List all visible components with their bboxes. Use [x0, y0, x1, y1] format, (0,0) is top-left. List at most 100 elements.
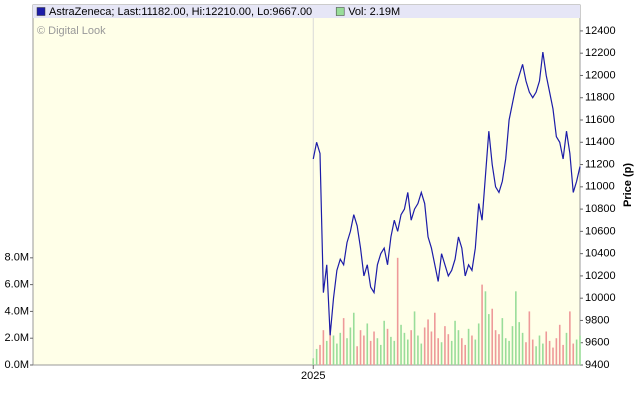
volume-bar — [501, 318, 504, 365]
volume-bar — [379, 344, 382, 365]
volume-bar — [403, 332, 406, 365]
volume-bar — [579, 335, 581, 365]
y-tick-label: 4.0M — [5, 305, 29, 317]
volume-bar — [531, 339, 534, 365]
volume-bar — [535, 346, 537, 365]
volume-bar — [565, 332, 568, 365]
volume-bar — [325, 340, 328, 365]
y2-tick-label: 11600 — [585, 114, 615, 126]
volume-bar — [349, 327, 352, 365]
volume-bar — [423, 327, 426, 365]
volume-bar — [356, 346, 358, 365]
volume-bar — [369, 340, 372, 365]
volume-bar — [548, 340, 551, 365]
volume-bar — [352, 312, 355, 365]
volume-bar — [376, 338, 379, 365]
volume-bar — [386, 328, 389, 365]
volume-bar — [319, 344, 321, 365]
volume-bar — [410, 330, 412, 365]
volume-bar — [558, 324, 561, 365]
y2-tick-label: 11000 — [585, 181, 615, 193]
y2-tick-label: 11400 — [585, 136, 615, 148]
volume-bar — [555, 338, 558, 365]
volume-bar — [454, 320, 456, 365]
volume-bar — [315, 348, 318, 365]
y2-tick-label: 11800 — [585, 92, 615, 104]
volume-bar — [332, 335, 335, 365]
y-tick-label: 0.0M — [5, 359, 29, 371]
volume-bar — [312, 358, 315, 365]
volume-bar — [444, 326, 446, 365]
volume-bar — [400, 324, 402, 365]
volume-bar — [342, 318, 345, 365]
y2-tick-label: 10000 — [585, 292, 616, 304]
y2-tick-label: 10400 — [585, 248, 616, 260]
volume-bar — [339, 332, 342, 365]
volume-bar — [346, 338, 348, 365]
volume-bar — [390, 336, 392, 365]
volume-bar — [417, 335, 419, 365]
volume-bar — [572, 343, 575, 365]
volume-bar — [383, 320, 385, 365]
volume-bar — [477, 323, 480, 365]
y2-tick-label: 10600 — [585, 225, 616, 237]
volume-bar — [461, 338, 463, 365]
volume-bar — [434, 312, 436, 365]
y-tick-label: 8.0M — [5, 252, 29, 264]
y2-tick-label: 12400 — [585, 25, 616, 37]
volume-bar — [457, 330, 460, 365]
y2-tick-label: 9400 — [585, 359, 609, 371]
volume-bar — [481, 284, 483, 365]
volume-bar — [329, 324, 331, 365]
y2-tick-label: 11200 — [585, 158, 615, 170]
volume-bar — [393, 340, 396, 365]
y-tick-label: 2.0M — [5, 332, 29, 344]
price-line — [312, 51, 581, 336]
legend-swatch — [36, 7, 46, 16]
volume-bar — [396, 257, 399, 365]
volume-bar — [373, 331, 375, 365]
volume-bar — [538, 335, 541, 365]
volume-bar — [494, 330, 497, 365]
volume-bar — [498, 334, 500, 365]
volume-bar — [437, 338, 439, 365]
volume-bar — [447, 334, 450, 365]
volume-bar — [413, 311, 416, 365]
legend-label: AstraZeneca; Last:11182.00, Hi:12210.00,… — [49, 6, 312, 18]
legend-bar — [33, 5, 580, 18]
volume-bar — [467, 328, 470, 365]
y2-tick-label: 10200 — [585, 270, 616, 282]
volume-bar — [552, 347, 554, 365]
legend-swatch — [335, 7, 345, 16]
y2-axis-label: Price (p) — [622, 163, 634, 207]
volume-bar — [521, 332, 524, 365]
volume-bar — [562, 344, 564, 365]
volume-bar — [474, 339, 477, 365]
y2-tick-label: 12200 — [585, 47, 616, 59]
volume-bar — [491, 308, 494, 365]
legend-label: Vol: 2.19M — [348, 6, 400, 18]
volume-bar — [515, 291, 517, 365]
volume-bar — [525, 342, 527, 365]
volume-bar — [504, 338, 507, 365]
y2-tick-label: 9600 — [585, 337, 609, 349]
volume-bar — [488, 314, 490, 365]
watermark: © Digital Look — [37, 25, 106, 37]
volume-bar — [450, 340, 453, 365]
volume-bar — [464, 344, 466, 365]
volume-bar — [406, 339, 409, 365]
volume-bar — [430, 331, 433, 365]
volume-bar — [484, 291, 487, 365]
volume-bar — [322, 330, 325, 365]
volume-bar — [508, 340, 510, 365]
volume-bar — [569, 311, 571, 365]
y-tick-label: 6.0M — [5, 279, 29, 291]
y2-tick-label: 9800 — [585, 314, 609, 326]
volume-bar — [427, 319, 429, 365]
plot-area — [32, 4, 581, 366]
volume-bar — [359, 330, 362, 365]
x-tick-label: 2025 — [301, 370, 325, 382]
volume-bar — [575, 339, 578, 365]
